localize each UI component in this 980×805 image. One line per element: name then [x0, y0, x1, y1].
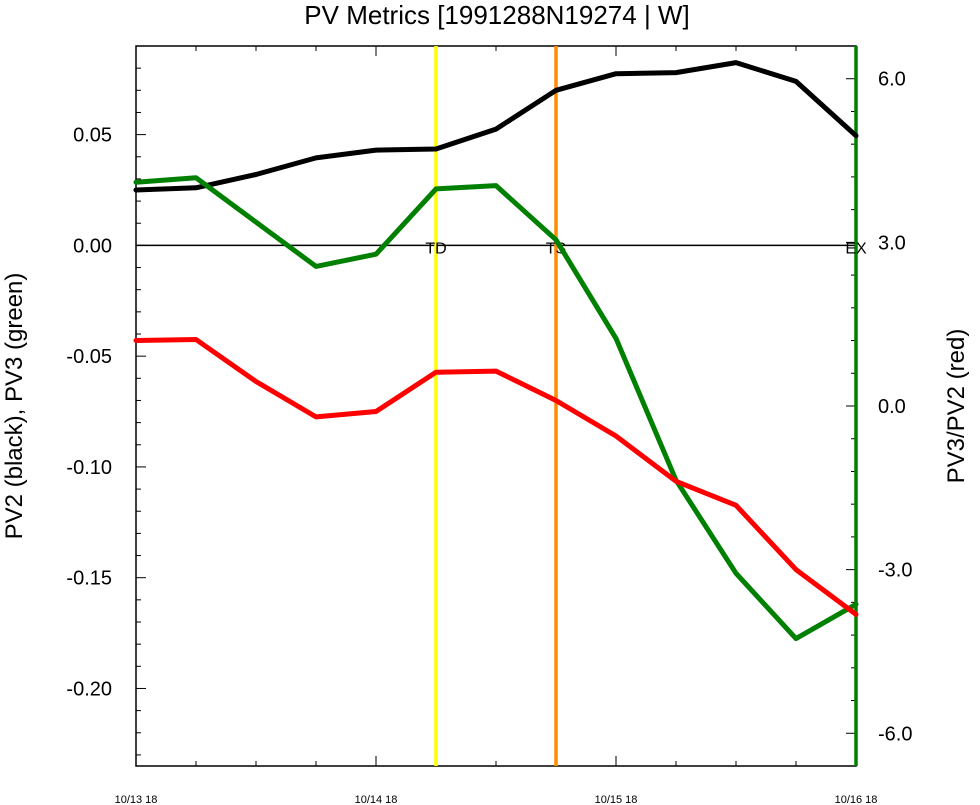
marker-label-td: TD [425, 240, 446, 257]
y-right-tick-label: 0.0 [878, 396, 906, 418]
series-line-1 [133, 175, 859, 642]
y-right-tick-label: 6.0 [878, 69, 906, 91]
y-left-tick-label: -0.10 [66, 457, 112, 479]
y-left-tick-label: 0.05 [73, 125, 112, 147]
marker-label-ex: EX [845, 240, 867, 257]
y-left-tick-label: 0.00 [73, 235, 112, 257]
chart-title: PV Metrics [1991288N19274 | W] [304, 0, 689, 30]
x-tick-label: 10/13 18 [115, 794, 158, 805]
plot-area: 0.05 0.00 -0.05 -0.10 -0.15 -0.20 6.0 3.0 0.0 -3.… [66, 45, 912, 805]
y-left-tick-label: -0.20 [66, 678, 112, 700]
plot-frame [135, 45, 857, 767]
y-left-tick-label: -0.05 [66, 346, 112, 368]
series-line-0 [133, 60, 859, 193]
y-right-tick-label: -6.0 [878, 723, 912, 745]
y-left-tick-label: -0.15 [66, 568, 112, 590]
x-tick-label: 10/15 18 [595, 794, 638, 805]
y-axis-left-label: PV2 (black), PV3 (green) [1, 273, 28, 540]
y-right-tick-label: -3.0 [878, 560, 912, 582]
x-tick-label: 10/16 18 [835, 794, 878, 805]
y-axis-right-label: PV3/PV2 (red) [943, 329, 970, 484]
y-right-tick-label: 3.0 [878, 232, 906, 254]
series-line-2 [133, 337, 859, 617]
x-tick-label: 10/14 18 [355, 794, 398, 805]
